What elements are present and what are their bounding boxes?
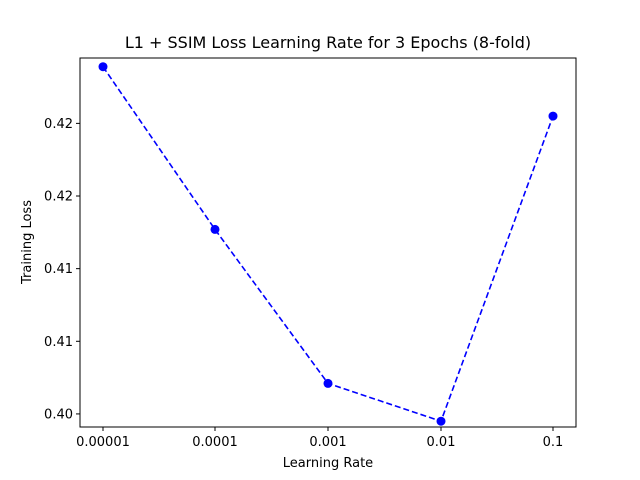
y-tick-label: 0.42: [44, 190, 73, 205]
data-point: [548, 111, 558, 121]
x-tick-label: 0.1: [543, 435, 564, 450]
chart-title: L1 + SSIM Loss Learning Rate for 3 Epoch…: [125, 33, 531, 52]
x-tick-label: 0.00001: [76, 435, 130, 450]
data-point: [436, 416, 446, 426]
y-tick-label: 0.42: [44, 117, 73, 132]
data-point: [98, 62, 108, 72]
y-tick-label: 0.41: [44, 335, 73, 350]
x-axis: 0.00001 0.0001 0.001 0.01 0.1: [76, 427, 563, 450]
x-tick-label: 0.001: [309, 435, 346, 450]
series-group: [98, 62, 558, 426]
y-axis: 0.40 0.41 0.41 0.42 0.42: [44, 117, 80, 422]
y-axis-label: Training Loss: [20, 200, 35, 285]
data-point: [210, 224, 220, 234]
series-line: [102, 66, 554, 423]
y-tick-label: 0.41: [44, 262, 73, 277]
data-point: [323, 378, 333, 388]
x-tick-label: 0.0001: [192, 435, 238, 450]
x-axis-label: Learning Rate: [283, 456, 373, 471]
x-tick-label: 0.01: [427, 435, 456, 450]
y-tick-label: 0.40: [44, 407, 73, 422]
plot-frame: [79, 57, 577, 428]
